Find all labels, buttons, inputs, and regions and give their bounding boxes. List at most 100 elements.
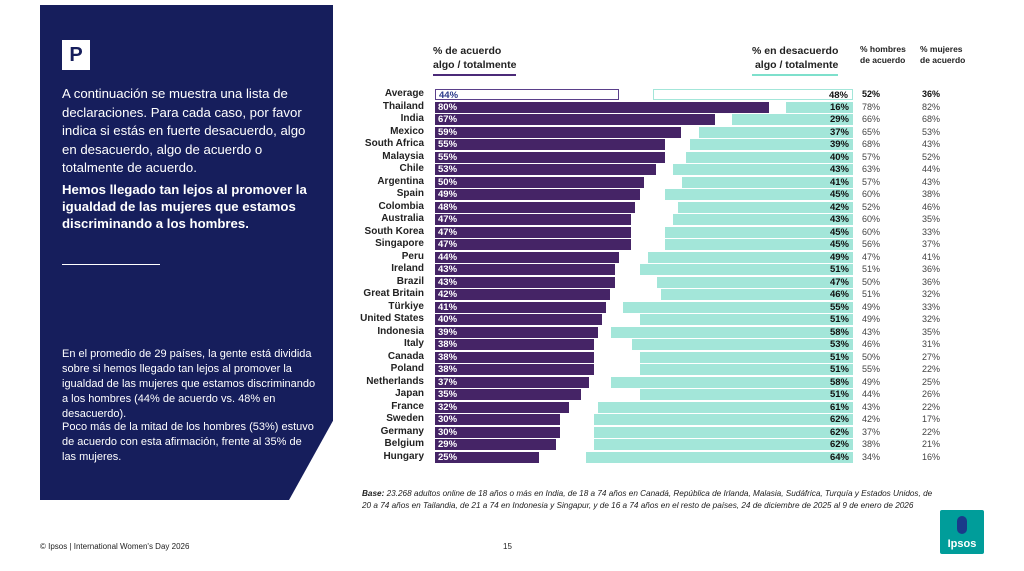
men-header-line1: % hombres [860,44,906,54]
women-agree-value: 22% [922,364,941,374]
agree-bar: 55% [435,139,665,150]
men-agree-value: 57% [862,176,881,187]
agree-bar: 43% [435,276,615,288]
agree-header-line1: % de acuerdo [433,45,502,57]
women-agree-value: 17% [922,414,941,424]
disagree-bar: 51% [640,314,853,325]
men-agree-value: 43% [862,401,881,412]
women-header-line2: de acuerdo [920,55,966,65]
disagree-bar: 40% [686,151,853,163]
disagree-bar: 47% [656,276,853,288]
disagree-bar: 41% [681,176,853,188]
country-label: Canada [387,350,424,362]
country-label: Singapore [375,238,424,249]
agree-bar: 25% [435,451,540,463]
chart-row: Peru 44% 49% 47% 41% [0,251,1024,264]
women-agree-value: 21% [922,439,941,449]
country-label: Average [384,88,424,99]
disagree-bar: 51% [640,389,853,400]
women-agree-value: 33% [922,226,941,237]
women-agree-value: 31% [922,339,941,349]
women-agree-value: 22% [922,426,941,437]
intro-text: A continuación se muestra una lista de d… [62,86,306,175]
agree-bar: 67% [435,114,715,125]
chart-row: Sweden 30% 62% 42% 17% [0,413,1024,426]
agree-bar: 40% [435,314,602,325]
disagree-bar: 51% [640,364,853,375]
agree-bar: 44% [435,89,619,101]
disagree-bar: 43% [673,164,853,175]
men-agree-value: 60% [862,226,881,237]
country-label: Japan [395,388,424,399]
women-agree-value: 26% [922,389,941,399]
disagree-bar: 45% [665,226,853,238]
agree-bar: 48% [435,201,636,213]
country-label: Malaysia [382,150,424,162]
men-agree-value: 60% [862,214,881,224]
women-agree-value: 43% [922,176,941,187]
men-agree-value: 44% [862,389,881,399]
disagree-bar: 53% [631,339,853,350]
chart-row: Canada 38% 51% 50% 27% [0,351,1024,364]
women-header: % mujeres de acuerdo [920,44,965,66]
disagree-bar: 51% [640,264,853,275]
ipsos-logo: Ipsos [940,510,984,554]
country-label: Belgium [384,438,424,449]
country-label: Hungary [383,450,424,462]
women-header-line1: % mujeres [920,44,963,54]
women-agree-value: 33% [922,301,941,312]
chart-row: Italy 38% 53% 46% 31% [0,338,1024,351]
disagree-bar: 62% [594,414,853,425]
women-agree-value: 32% [922,289,941,299]
agree-bar: 50% [435,176,644,188]
chart-row: Hungary 25% 64% 34% 16% [0,451,1024,464]
men-agree-value: 78% [862,101,881,112]
chart-row: Ireland 43% 51% 51% 36% [0,263,1024,276]
men-agree-value: 38% [862,439,881,449]
base-note: Base: 23.268 adultos online de 18 años o… [362,488,942,512]
country-label: Argentina [377,175,424,187]
men-agree-value: 66% [862,114,881,124]
disagree-bar: 29% [731,114,853,125]
women-agree-value: 16% [922,451,941,462]
agree-header-line2: algo / totalmente [433,59,517,71]
disagree-bar: 62% [594,439,853,450]
country-label: South Africa [364,138,424,149]
men-agree-value: 55% [862,364,881,374]
women-agree-value: 41% [922,251,941,262]
chart-row: Poland 38% 51% 55% 22% [0,363,1024,376]
country-label: Netherlands [366,375,424,387]
disagree-bar: 62% [594,426,853,438]
chart-row: Netherlands 37% 58% 49% 25% [0,376,1024,389]
men-agree-value: 49% [862,314,881,324]
men-agree-value: 37% [862,426,881,437]
men-agree-value: 34% [862,451,881,462]
country-label: Peru [401,250,424,262]
disagree-bar: 51% [640,351,853,363]
men-agree-value: 47% [862,251,881,262]
disagree-bar: 16% [786,101,853,113]
country-label: France [391,400,424,412]
women-agree-value: 27% [922,351,941,362]
disagree-bar: 45% [665,189,853,200]
country-label: Indonesia [377,325,424,337]
agree-bar: 29% [435,439,557,450]
chart-row: Germany 30% 62% 37% 22% [0,426,1024,439]
disagree-bar: 43% [673,214,853,225]
chart-row: Average 44% 48% 52% 36% [0,88,1024,101]
agree-bar: 55% [435,151,665,163]
men-agree-value: 68% [862,139,881,149]
men-agree-value: 51% [862,264,881,274]
chart-row: South Africa 55% 39% 68% 43% [0,138,1024,151]
men-agree-value: 43% [862,326,881,337]
disagree-bar: 42% [677,201,853,213]
agree-bar: 47% [435,214,632,225]
agree-bar: 38% [435,351,594,363]
base-text: 23.268 adultos online de 18 años o más e… [362,489,933,510]
disagree-header-line2: algo / totalmente [754,59,839,71]
country-label: United States [360,313,424,324]
chart-row: Great Britain 42% 46% 51% 32% [0,288,1024,301]
page-number: 15 [503,542,512,551]
men-agree-value: 52% [862,89,881,99]
men-agree-value: 65% [862,126,881,137]
